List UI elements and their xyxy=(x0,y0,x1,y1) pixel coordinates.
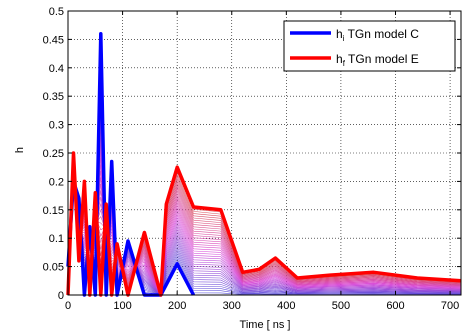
legend-entry-2: hf TGn model E xyxy=(336,52,419,68)
ticks xyxy=(67,10,461,296)
legend-box xyxy=(283,20,456,72)
y-tick-label: 0 xyxy=(58,290,64,302)
x-tick-label: 700 xyxy=(441,300,459,312)
legend-entry-1: hi TGn model C xyxy=(336,27,419,43)
legend-entry-2-main: h xyxy=(336,52,343,66)
tick-labels: 0 100 200 300 400 500 600 700 0 0.05 0.1 0.15 0.2 0.2… xyxy=(43,6,460,312)
y-tick-label: 0.15 xyxy=(43,205,64,217)
y-tick-label: 0.3 xyxy=(49,120,64,132)
legend: hi TGn model C hf TGn model E xyxy=(283,20,456,72)
y-tick-label: 0.25 xyxy=(43,148,64,160)
legend-entry-1-rest: TGn model C xyxy=(344,27,419,41)
x-tick-label: 300 xyxy=(223,300,241,312)
x-tick-label: 100 xyxy=(113,300,131,312)
legend-entry-1-main: h xyxy=(336,27,343,41)
y-tick-label: 0.45 xyxy=(43,34,64,46)
x-tick-label: 400 xyxy=(277,300,295,312)
y-tick-label: 0.1 xyxy=(49,233,64,245)
legend-entry-2-sub: f xyxy=(343,59,346,68)
y-tick-label: 0.05 xyxy=(43,262,64,274)
y-tick-label: 0.4 xyxy=(49,63,64,75)
legend-entry-2-rest: TGn model E xyxy=(345,52,419,66)
x-tick-label: 200 xyxy=(168,300,186,312)
y-tick-label: 0.35 xyxy=(43,91,64,103)
x-tick-label: 0 xyxy=(65,300,71,312)
x-axis-label: Time [ ns ] xyxy=(240,319,291,331)
y-axis-label: h xyxy=(14,147,26,153)
x-tick-label: 600 xyxy=(386,300,404,312)
y-tick-label: 0.2 xyxy=(49,176,64,188)
y-tick-label: 0.5 xyxy=(49,6,64,18)
x-tick-label: 500 xyxy=(332,300,350,312)
legend-entry-1-sub: i xyxy=(343,34,345,43)
